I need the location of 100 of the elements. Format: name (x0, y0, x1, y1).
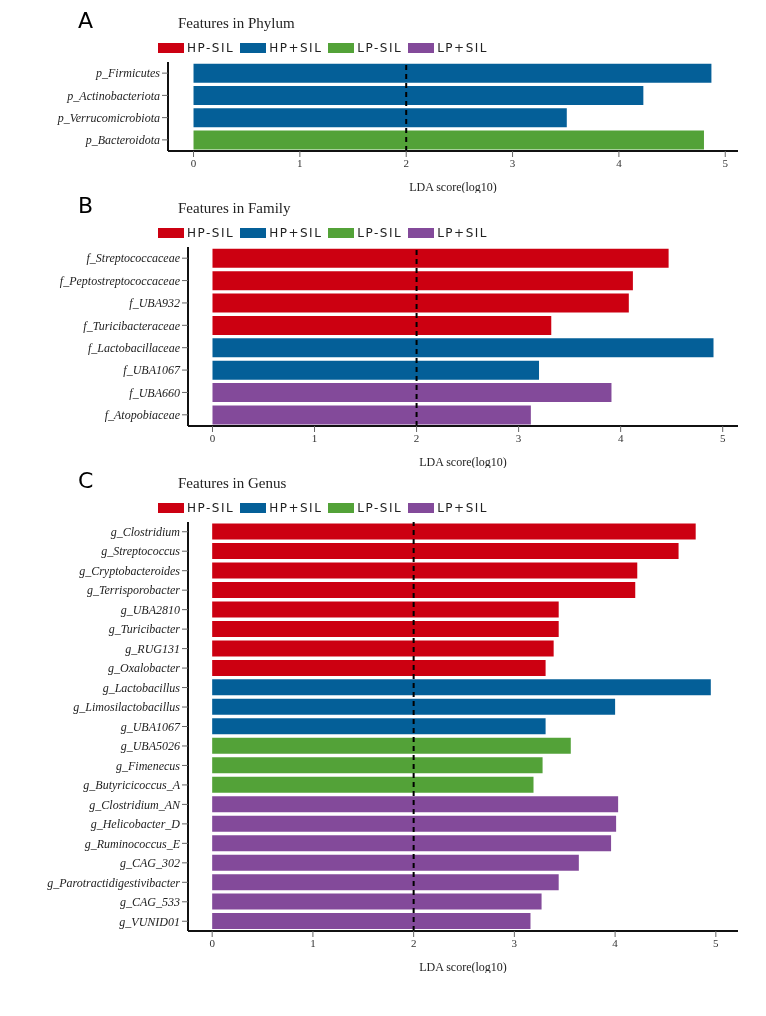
y-tick-label: g_UBA5026 (120, 739, 180, 754)
y-tick-label: g_RUG131 (125, 641, 180, 656)
bar (212, 815, 617, 832)
bar (212, 796, 619, 813)
bar (212, 405, 531, 425)
bar (212, 835, 612, 852)
y-tick-label: g_Lactobacillus (102, 680, 181, 695)
x-tick-label: 3 (511, 936, 518, 949)
x-axis-title: LDA score(log10) (409, 180, 497, 194)
legend-label: LP-SIL (357, 226, 403, 240)
bar (212, 620, 559, 637)
y-tick-label: g_Limosilactobacillus (73, 700, 181, 715)
legend-label: LP+SIL (437, 226, 488, 240)
bar (212, 718, 546, 735)
bar (212, 271, 633, 291)
bar (193, 108, 567, 128)
x-tick-label: 4 (617, 431, 624, 444)
bar (212, 293, 629, 313)
bar (212, 315, 552, 335)
bar (212, 698, 616, 715)
x-tick-label: 2 (413, 431, 420, 444)
y-tick-label: f_Peptostreptococcaceae (59, 273, 181, 288)
bar (212, 659, 546, 676)
legend-label: HP+SIL (269, 226, 323, 240)
y-tick-label: f_Turicibacteraceae (83, 318, 181, 333)
y-tick-label: g_UBA1067 (120, 719, 181, 734)
x-tick-label: 1 (310, 936, 316, 949)
bar (212, 562, 638, 579)
y-tick-label: g_Clostridium (110, 525, 181, 539)
x-tick-label: 0 (190, 156, 197, 169)
x-tick-label: 4 (616, 156, 623, 169)
chart-title: Features in Family (178, 200, 291, 217)
legend-label: HP-SIL (187, 501, 235, 515)
y-tick-label: f_UBA1067 (123, 363, 181, 378)
y-tick-label: g_Fimenecus (116, 758, 181, 773)
y-tick-label: f_Lactobacillaceae (88, 340, 181, 355)
y-tick-label: g_Helicobacter_D (90, 817, 181, 832)
x-tick-label: 2 (410, 936, 417, 949)
bar (212, 913, 531, 930)
bar (212, 543, 679, 560)
legend-label: HP+SIL (269, 501, 323, 515)
x-axis-title: LDA score(log10) (419, 455, 507, 469)
y-tick-label: f_UBA932 (129, 296, 180, 311)
x-tick-label: 5 (722, 156, 729, 169)
x-tick-label: 1 (311, 431, 318, 444)
bar (212, 776, 534, 793)
y-tick-label: g_CAG_533 (120, 895, 180, 910)
bar (212, 737, 571, 754)
legend-label: LP+SIL (437, 501, 488, 515)
chart-title: Features in Genus (178, 475, 287, 492)
y-tick-label: p_Actinobacteriota (66, 88, 160, 103)
x-tick-label: 3 (509, 156, 516, 169)
x-tick-label: 0 (209, 431, 216, 444)
y-tick-label: f_UBA660 (129, 385, 180, 400)
y-tick-label: g_CAG_302 (120, 856, 180, 871)
bar (212, 523, 696, 540)
x-tick-label: 3 (515, 431, 522, 444)
x-tick-label: 4 (612, 936, 619, 949)
y-tick-label: g_Oxalobacter (108, 661, 181, 676)
x-tick-label: 2 (403, 156, 409, 169)
y-tick-label: g_VUNID01 (119, 914, 180, 929)
y-tick-label: g_Cryptobacteroides (79, 563, 181, 578)
y-tick-label: f_Atopobiaceae (104, 408, 181, 423)
bar (193, 130, 704, 150)
bar (193, 86, 644, 106)
bar (212, 893, 542, 910)
bar (212, 601, 559, 618)
y-tick-label: g_UBA2810 (120, 602, 180, 617)
legend-label: HP+SIL (269, 41, 323, 55)
y-tick-label: p_Bacteroidota (84, 133, 160, 148)
bar (212, 383, 612, 403)
bar (193, 63, 712, 83)
y-tick-label: p_Verrucomicrobiota (56, 110, 160, 125)
x-tick-label: 0 (209, 936, 216, 949)
legend-label: HP-SIL (187, 226, 235, 240)
bar (212, 360, 540, 380)
bar (212, 640, 554, 657)
legend-label: LP-SIL (357, 41, 403, 55)
bar (212, 874, 559, 891)
y-tick-label: g_Butyricicoccus_A (83, 778, 181, 793)
bar (212, 248, 669, 268)
bar (212, 679, 711, 696)
y-tick-label: g_Clostridium_AN (89, 797, 181, 812)
y-tick-label: p_Firmicutes (95, 66, 161, 81)
text: C (77, 468, 95, 493)
x-tick-label: 5 (713, 936, 720, 949)
y-tick-label: g_Ruminococcus_E (84, 836, 181, 851)
x-axis-title: LDA score(log10) (419, 960, 507, 974)
bar (212, 338, 714, 358)
text: A (77, 8, 95, 33)
y-tick-label: g_Parotractidigestivibacter (47, 875, 181, 890)
legend-label: HP-SIL (187, 41, 235, 55)
chart-title: Features in Phylum (178, 15, 295, 32)
legend-label: LP+SIL (437, 41, 488, 55)
text: B (77, 193, 95, 218)
y-tick-label: g_Streptococcus (101, 544, 181, 559)
legend-label: LP-SIL (357, 501, 403, 515)
bar (212, 581, 636, 598)
x-tick-label: 1 (297, 156, 303, 169)
bar (212, 854, 579, 871)
